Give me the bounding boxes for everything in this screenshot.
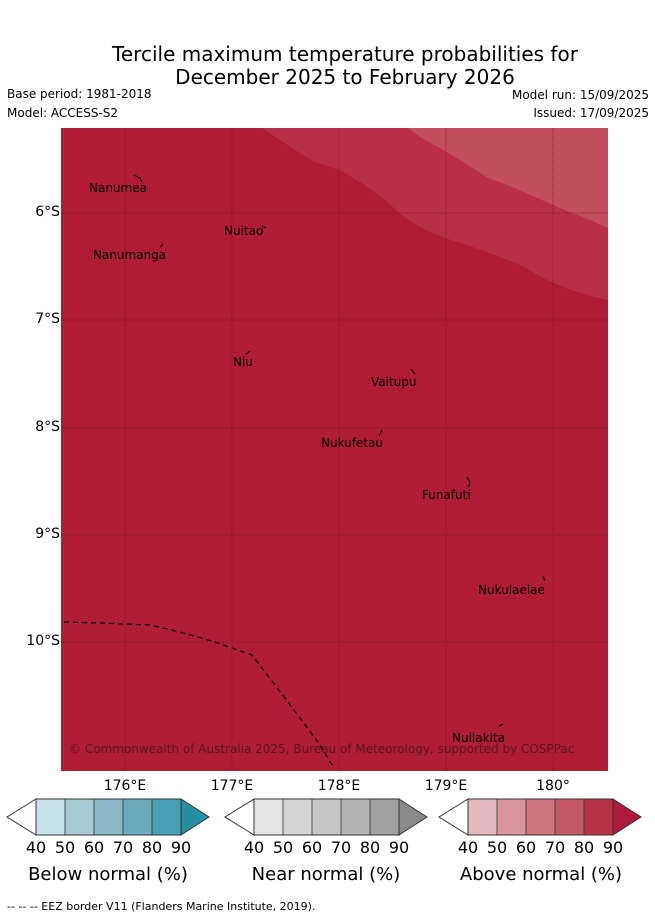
near-tick-40: 40	[243, 838, 265, 857]
place-label-nukufetau: Nukufetau	[321, 436, 384, 450]
above-tick-70: 70	[544, 838, 566, 857]
below-tick-50: 50	[54, 838, 76, 857]
colorbar-near-swatch-5	[370, 799, 399, 835]
colorbar-above-normal	[438, 798, 642, 836]
near-normal-label: Near normal (%)	[251, 864, 401, 885]
near-tick-90: 90	[388, 838, 410, 857]
map-title-line-1: Tercile maximum temperature probabilitie…	[112, 42, 578, 66]
below-tick-80: 80	[141, 838, 163, 857]
colorbar-below-swatch-4	[123, 799, 152, 835]
near-tick-70: 70	[330, 838, 352, 857]
near-tick-80: 80	[359, 838, 381, 857]
above-tick-50: 50	[486, 838, 508, 857]
place-label-nukulaelae: Nukulaelae	[478, 583, 545, 597]
island-funafuti	[466, 476, 471, 488]
colorbar-near-normal	[224, 798, 428, 836]
colorbar-near-swatch-0	[224, 798, 255, 836]
colorbar-below-swatch-0	[6, 798, 37, 836]
place-label-nanumanga: Nanumanga	[93, 248, 167, 262]
colorbar-below-swatch-1	[36, 799, 65, 835]
lat-label-10s: 10°S	[26, 633, 60, 649]
colorbar-above-swatch-1	[468, 799, 497, 835]
island-nanumea	[133, 174, 143, 183]
colorbar-near-swatch-6	[398, 798, 428, 836]
colorbar-above-swatch-6	[612, 798, 642, 836]
colorbar-above-swatch-5	[584, 799, 613, 835]
colorbar-below-normal	[6, 798, 210, 836]
island-vaitupu	[410, 368, 416, 375]
model-run-date: Model run: 15/09/2025	[511, 88, 649, 102]
place-label-nuilakita: Nuilakita	[452, 731, 505, 745]
probability-band-70	[408, 128, 608, 228]
colorbar-above-swatch-4	[555, 799, 584, 835]
lon-label-178e: 178°E	[317, 778, 361, 794]
below-tick-70: 70	[112, 838, 134, 857]
island-nukulaelae	[542, 575, 546, 582]
colorbar-below-swatch-6	[180, 798, 210, 836]
below-tick-40: 40	[25, 838, 47, 857]
colorbar-near-swatch-1	[254, 799, 283, 835]
above-tick-90: 90	[602, 838, 624, 857]
colorbar-near-swatch-2	[283, 799, 312, 835]
below-tick-60: 60	[83, 838, 105, 857]
island-nanumanga	[159, 243, 164, 248]
above-tick-40: 40	[457, 838, 479, 857]
eez-border-legend: -- -- -- EEZ border V11 (Flanders Marine…	[7, 900, 316, 913]
eez-border	[63, 621, 335, 769]
place-label-funafuti: Funafuti	[422, 488, 471, 502]
map-title-line-2: December 2025 to February 2026	[175, 65, 515, 89]
colorbar-below-swatch-2	[65, 799, 94, 835]
place-label-vaitupu: Vaitupu	[371, 375, 417, 389]
island-outlines	[133, 174, 546, 727]
island-nukufetau	[378, 429, 383, 437]
place-label-nuitao: Nuitao	[224, 224, 264, 238]
lon-label-179e: 179°E	[424, 778, 468, 794]
lon-label-176e: 176°E	[103, 778, 147, 794]
model-name: Model: ACCESS-S2	[7, 106, 119, 120]
base-period: Base period: 1981-2018	[7, 87, 152, 101]
island-niu	[245, 350, 251, 355]
below-tick-90: 90	[170, 838, 192, 857]
place-label-nanumea: Nanumea	[89, 181, 147, 195]
above-normal-label: Above normal (%)	[459, 864, 623, 885]
lat-label-9s: 9°S	[35, 526, 60, 542]
lon-label-180: 180°	[536, 778, 570, 794]
copyright-notice: © Commonwealth of Australia 2025, Bureau…	[69, 742, 575, 756]
colorbar-above-swatch-3	[526, 799, 555, 835]
lat-label-6s: 6°S	[35, 204, 60, 220]
colorbar-above-swatch-2	[497, 799, 526, 835]
issued-date: Issued: 17/09/2025	[533, 106, 649, 120]
lon-label-177e: 177°E	[210, 778, 254, 794]
above-tick-80: 80	[573, 838, 595, 857]
near-tick-60: 60	[301, 838, 323, 857]
place-label-niu: Niu	[233, 355, 253, 369]
island-nuilakita	[498, 723, 504, 727]
colorbar-near-swatch-3	[312, 799, 341, 835]
island-nuitao	[261, 225, 267, 229]
colorbar-above-swatch-0	[438, 798, 469, 836]
near-tick-50: 50	[272, 838, 294, 857]
above-tick-60: 60	[515, 838, 537, 857]
colorbar-below-swatch-3	[94, 799, 123, 835]
below-normal-label: Below normal (%)	[28, 864, 188, 885]
lat-label-7s: 7°S	[35, 311, 60, 327]
lat-label-8s: 8°S	[35, 419, 60, 435]
colorbar-below-swatch-5	[152, 799, 181, 835]
colorbar-near-swatch-4	[341, 799, 370, 835]
